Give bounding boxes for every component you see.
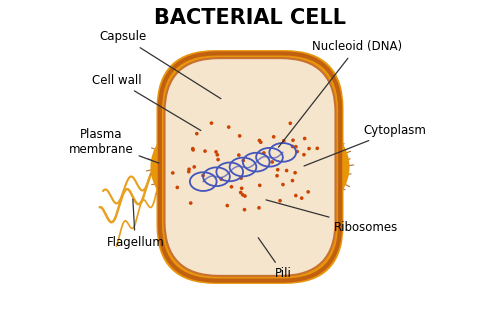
Ellipse shape	[191, 147, 194, 151]
Ellipse shape	[296, 150, 299, 153]
Ellipse shape	[214, 150, 218, 154]
Ellipse shape	[192, 165, 196, 169]
Ellipse shape	[189, 201, 192, 205]
Ellipse shape	[307, 147, 311, 150]
Text: Flagellum: Flagellum	[106, 199, 164, 248]
Ellipse shape	[278, 199, 282, 202]
Text: Ribosomes: Ribosomes	[266, 200, 398, 233]
FancyBboxPatch shape	[164, 58, 336, 276]
Ellipse shape	[171, 171, 174, 175]
Text: Cytoplasm: Cytoplasm	[304, 124, 426, 166]
Ellipse shape	[294, 171, 297, 175]
Text: Plasma
membrane: Plasma membrane	[69, 128, 159, 163]
Ellipse shape	[257, 206, 261, 210]
Ellipse shape	[272, 135, 276, 139]
Ellipse shape	[239, 191, 242, 194]
Ellipse shape	[240, 186, 244, 190]
Ellipse shape	[294, 194, 298, 197]
Ellipse shape	[258, 139, 261, 142]
Ellipse shape	[237, 153, 240, 157]
Ellipse shape	[290, 179, 294, 182]
Ellipse shape	[259, 140, 262, 144]
Ellipse shape	[243, 194, 247, 198]
Ellipse shape	[201, 174, 205, 177]
Ellipse shape	[210, 121, 214, 125]
Ellipse shape	[303, 137, 306, 140]
Text: BACTERIAL CELL: BACTERIAL CELL	[154, 8, 346, 28]
Ellipse shape	[262, 151, 266, 155]
Ellipse shape	[192, 148, 195, 152]
Ellipse shape	[230, 185, 234, 189]
Ellipse shape	[238, 134, 242, 138]
Ellipse shape	[290, 145, 294, 148]
Ellipse shape	[294, 145, 298, 149]
Ellipse shape	[242, 208, 246, 211]
Ellipse shape	[275, 174, 279, 178]
Ellipse shape	[195, 132, 198, 136]
Ellipse shape	[300, 196, 304, 200]
FancyBboxPatch shape	[156, 50, 344, 284]
Ellipse shape	[187, 170, 190, 173]
Ellipse shape	[281, 183, 285, 186]
Ellipse shape	[240, 176, 243, 180]
Ellipse shape	[285, 169, 288, 172]
Ellipse shape	[203, 149, 207, 153]
Ellipse shape	[176, 186, 179, 189]
Text: Pili: Pili	[258, 238, 292, 280]
Text: Nucleoid (DNA): Nucleoid (DNA)	[278, 40, 402, 147]
Ellipse shape	[227, 125, 230, 129]
Ellipse shape	[226, 204, 229, 207]
Ellipse shape	[306, 190, 310, 194]
Ellipse shape	[216, 153, 219, 157]
Text: Capsule: Capsule	[100, 30, 221, 99]
Ellipse shape	[276, 168, 280, 172]
Ellipse shape	[187, 167, 191, 171]
Ellipse shape	[270, 160, 274, 164]
Ellipse shape	[241, 193, 244, 197]
Ellipse shape	[316, 147, 319, 150]
Ellipse shape	[258, 183, 262, 187]
Ellipse shape	[288, 122, 292, 125]
Ellipse shape	[216, 158, 220, 161]
Text: Cell wall: Cell wall	[92, 74, 201, 131]
Ellipse shape	[291, 138, 295, 142]
Ellipse shape	[302, 153, 306, 157]
Ellipse shape	[220, 177, 223, 181]
Ellipse shape	[150, 103, 350, 231]
Ellipse shape	[282, 139, 286, 143]
Ellipse shape	[242, 159, 245, 162]
